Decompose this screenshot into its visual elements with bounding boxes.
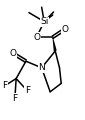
Text: N: N — [38, 63, 45, 72]
Text: O: O — [61, 25, 68, 34]
Text: F: F — [12, 94, 17, 103]
Text: Si: Si — [40, 17, 48, 26]
Text: O: O — [10, 49, 17, 58]
Text: F: F — [25, 86, 30, 95]
Text: O: O — [33, 33, 40, 42]
Text: F: F — [2, 81, 7, 90]
Polygon shape — [52, 37, 57, 52]
